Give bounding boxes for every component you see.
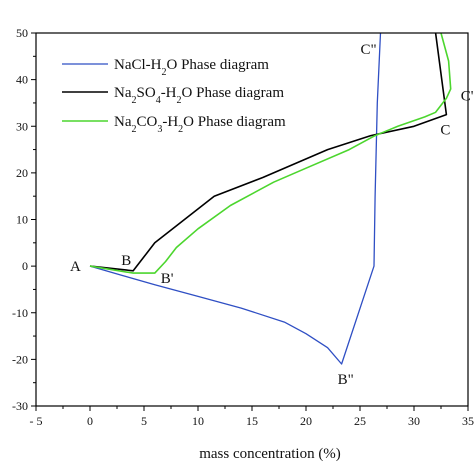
- point-label: C': [461, 88, 474, 104]
- point-label: C": [361, 42, 377, 58]
- x-tick-label: 35: [462, 414, 474, 428]
- y-tick-label: -30: [12, 399, 28, 413]
- y-tick-label: 50: [16, 26, 28, 40]
- point-label: A: [70, 259, 81, 275]
- x-tick-label: 30: [408, 414, 420, 428]
- y-tick-label: 0: [22, 259, 28, 273]
- point-label: B': [161, 271, 174, 287]
- point-label: B: [121, 253, 131, 269]
- y-tick-label: 20: [16, 166, 28, 180]
- y-tick-label: 10: [16, 213, 28, 227]
- legend-entry-3: Na2CO3-H2O Phase diagram: [114, 114, 286, 135]
- y-tick-label: -20: [12, 352, 28, 366]
- point-label: C: [440, 123, 450, 139]
- y-tick-label: -10: [12, 306, 28, 320]
- ticks-layer: - 5 0 5 10 15 20 25 30 35 -30 -20 -10 0 10 20 30 40 50: [12, 26, 474, 428]
- x-tick-label: 5: [141, 414, 147, 428]
- x-tick-label: 15: [246, 414, 258, 428]
- x-tick-label: 20: [300, 414, 312, 428]
- y-tick-label: 40: [16, 73, 28, 87]
- series-line-1: [89, 33, 382, 365]
- legend-entry-2: Na2SO4-H2O Phase diagram: [114, 85, 284, 106]
- x-axis-title: mass concentration (%): [199, 446, 341, 462]
- point-label: B": [338, 372, 354, 388]
- legend: NaCl-H2O Phase diagram Na2SO4-H2O Phase d…: [62, 57, 286, 135]
- labels-layer: A B B' B" C" C C': [70, 42, 474, 388]
- legend-entry-1: NaCl-H2O Phase diagram: [114, 57, 269, 78]
- x-tick-label: 25: [354, 414, 366, 428]
- x-tick-label: 0: [87, 414, 93, 428]
- x-tick-label: - 5: [30, 414, 43, 428]
- series-layer: [89, 33, 452, 365]
- x-tick-label: 10: [192, 414, 204, 428]
- y-tick-label: 30: [16, 119, 28, 133]
- series-line-2: [89, 33, 448, 272]
- series-line-3: [89, 33, 452, 274]
